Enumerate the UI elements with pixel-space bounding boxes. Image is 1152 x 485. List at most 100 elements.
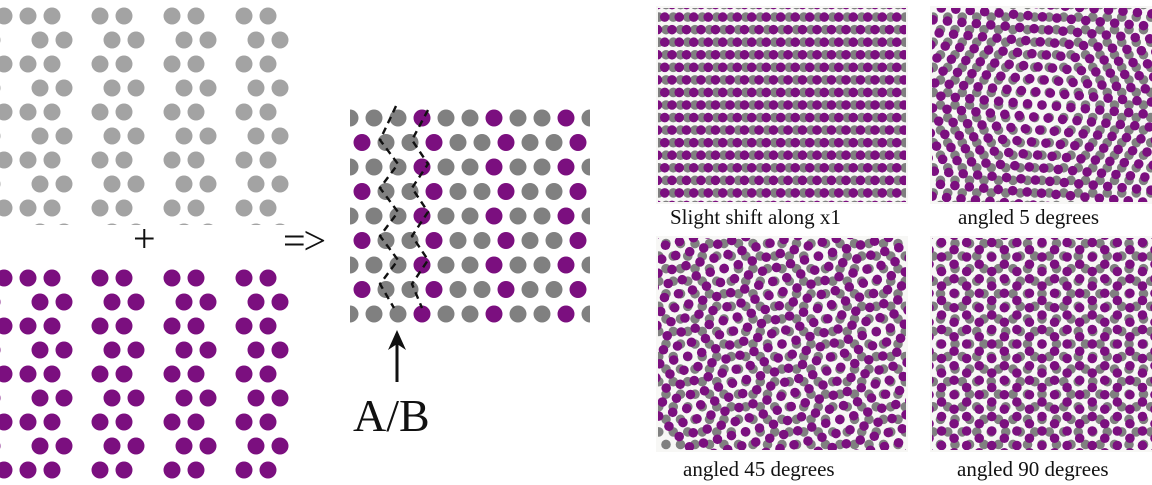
moire-dot-purple (761, 87, 772, 98)
moire-dot-purple (896, 281, 906, 291)
moire-dot-purple (683, 200, 690, 202)
moire-dot-purple (664, 421, 674, 432)
moire-dot-purple (974, 360, 985, 371)
combined-dot (401, 183, 419, 200)
moire-dot-purple (932, 434, 934, 442)
moire-dot-purple (1037, 12, 1048, 22)
gray-dot (107, 223, 117, 225)
moire-dot-purple (739, 175, 750, 186)
moire-dot-purple (790, 162, 801, 173)
moire-dot-purple (658, 75, 663, 85)
gray-dot (0, 103, 13, 121)
moire-dot-purple (799, 8, 806, 10)
moire-dot-purple (855, 125, 866, 135)
moire-dot-purple (679, 365, 689, 376)
panel-caption: angled 90 degrees (957, 457, 1109, 481)
combined-dot (437, 256, 455, 274)
moire-dot-purple (1075, 447, 1084, 450)
moire-dot-purple (768, 175, 779, 186)
moire-dot-purple (658, 397, 668, 407)
moire-dot-purple (952, 67, 963, 78)
moire-dot-purple (667, 150, 677, 161)
moire-dot-purple (1098, 143, 1109, 154)
moire-dot-purple (671, 393, 682, 404)
moire-dot-purple (732, 112, 743, 123)
moire-dot-purple (904, 397, 906, 404)
gray-dot (175, 127, 193, 145)
moire-dot-purple (1052, 13, 1062, 23)
moire-dot-purple (1117, 94, 1128, 105)
moire-dot-purple (877, 188, 888, 198)
moire-dot-gray (1080, 339, 1091, 349)
moire-dot-purple (1036, 188, 1047, 198)
moire-dot-purple (710, 150, 721, 161)
gray-dot (0, 7, 13, 25)
gray-dot (235, 7, 253, 25)
moire-dot-purple (1099, 331, 1110, 342)
moire-dot-purple (1020, 123, 1031, 134)
moire-dot-purple (971, 107, 981, 117)
moire-dot-gray (658, 276, 664, 287)
moire-dot-purple (770, 8, 777, 10)
purple-dot (91, 269, 109, 287)
moire-dot-purple (967, 68, 977, 79)
gray-dot (199, 175, 217, 193)
moire-dot-purple (899, 75, 906, 85)
moire-dot-purple (932, 141, 942, 151)
combined-dot (581, 305, 590, 323)
combined-dot (485, 256, 503, 274)
moire-dot-purple (949, 433, 959, 444)
moire-dot-gray (851, 8, 858, 10)
moire-dot-purple (899, 150, 906, 161)
combined-dot (365, 207, 383, 225)
moire-dot-purple (721, 354, 731, 364)
moire-dot-purple (996, 71, 1006, 81)
moire-dot-purple (696, 150, 706, 161)
moire-dot-purple (862, 87, 873, 98)
gray-dot (127, 79, 145, 97)
moire-dot-purple (855, 435, 866, 445)
moire-dot-purple (1049, 331, 1060, 342)
combined-dot (485, 158, 503, 176)
moire-dot-purple (696, 100, 706, 110)
moire-dot-purple (1087, 382, 1098, 393)
moire-dot-purple (802, 293, 813, 304)
combined-dot (353, 281, 371, 298)
moire-dot-purple (662, 330, 673, 341)
moire-dot-purple (1137, 397, 1148, 407)
moire-dot-purple (857, 8, 864, 10)
moire-dot-purple (932, 103, 938, 113)
moire-dot-purple (986, 310, 997, 320)
moire-dot-purple (1049, 404, 1060, 415)
moire-dot-gray (900, 401, 906, 412)
gray-dot (0, 55, 13, 73)
moire-dot-purple (828, 8, 835, 10)
moire-dot-purple (659, 162, 670, 173)
moire-dot-purple (1053, 76, 1064, 87)
moire-dot-purple (1087, 440, 1098, 450)
moire-dot-purple (972, 170, 983, 180)
combined-dot (497, 232, 515, 249)
moire-dot-purple (999, 302, 1010, 313)
combined-dot (521, 183, 539, 200)
moire-dot-purple (826, 24, 837, 35)
moire-dot-purple (1109, 106, 1120, 117)
combined-dot (533, 305, 551, 323)
moire-dot-purple (936, 295, 947, 306)
moire-dot-purple (775, 87, 786, 98)
moire-dot-gray (951, 200, 959, 202)
moire-dot-purple (658, 24, 663, 35)
gray-dot (43, 55, 61, 73)
moire-dot-purple (840, 296, 851, 306)
moire-dot-purple (696, 24, 706, 35)
moire-dot-purple (943, 167, 954, 178)
moire-dot-purple (697, 295, 708, 306)
moire-dot-purple (667, 125, 677, 135)
moire-dot-purple (986, 339, 997, 349)
moire-dot-purple (667, 75, 677, 85)
moire-dot-purple (889, 309, 899, 319)
moire-dot-purple (711, 291, 722, 302)
moire-dot-purple (1066, 102, 1076, 113)
moire-dot-purple (703, 112, 714, 123)
moire-dot-purple (1012, 47, 1023, 58)
